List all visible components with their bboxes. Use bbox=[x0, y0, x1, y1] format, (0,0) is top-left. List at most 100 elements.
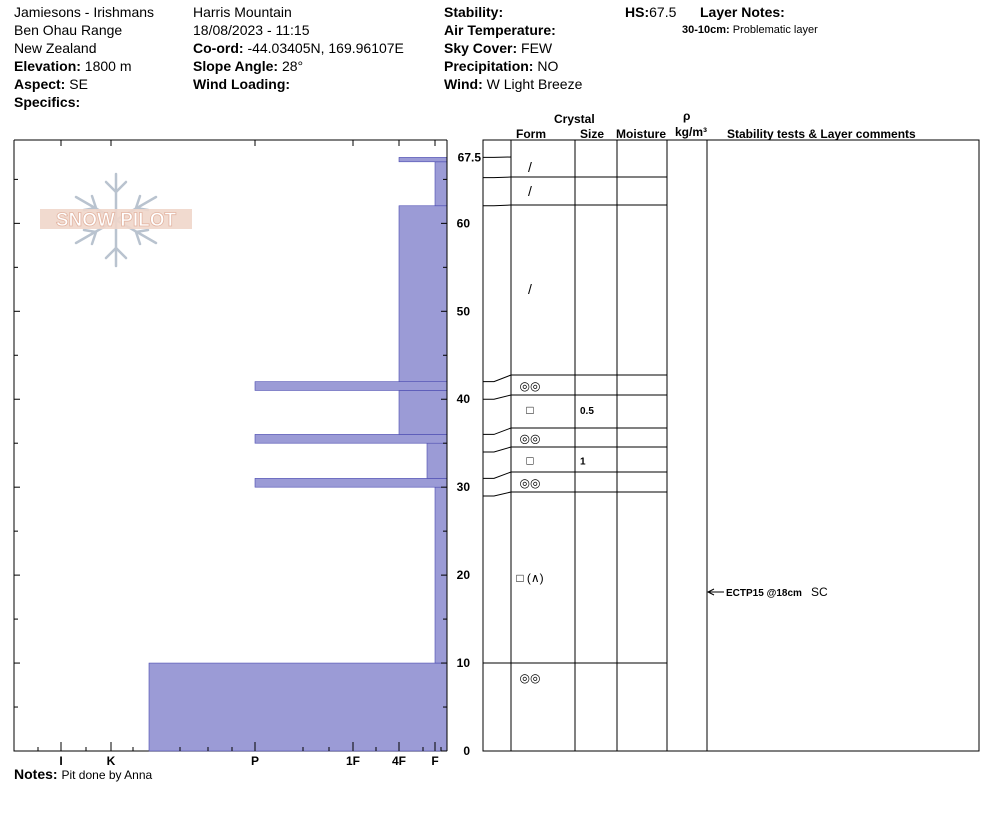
col-rho-header: ρ bbox=[683, 109, 691, 123]
hardness-bar bbox=[398, 157, 448, 163]
slope-label: Slope Angle: bbox=[193, 58, 279, 74]
hardness-tick-label: 4F bbox=[392, 754, 406, 768]
hardness-bar bbox=[254, 381, 448, 391]
wind-loading-label: Wind Loading: bbox=[193, 76, 291, 92]
layer-connector bbox=[483, 446, 512, 453]
hardness-tick-label: I bbox=[59, 754, 62, 768]
col-size-header: Size bbox=[580, 127, 605, 141]
layer-form-glyph: / bbox=[528, 159, 532, 175]
layer-form-glyph: ◎◎ bbox=[520, 671, 541, 685]
depth-top-label: 67.5 bbox=[458, 150, 482, 164]
range-area-line-2: Ben Ohau Range bbox=[14, 22, 123, 38]
range-area-line-1: Jamiesons - Irishmans bbox=[14, 4, 155, 20]
col-comments-header: Stability tests & Layer comments bbox=[727, 127, 916, 141]
test-arrow-head bbox=[706, 588, 715, 596]
elevation-value: 1800 m bbox=[84, 58, 132, 74]
depth-tick-label: 50 bbox=[457, 304, 471, 318]
elevation-row: Elevation: 1800 m bbox=[14, 57, 132, 75]
depth-ticks: 0 10 20 30 40 50 60 67.5 bbox=[14, 150, 481, 758]
layer-rows: / / / ◎◎ □ 0.5 ◎◎ □ 1 ◎◎ □ (∧) ◎◎ bbox=[483, 156, 667, 752]
layer-form-glyph: □ (∧) bbox=[516, 571, 543, 585]
layer-form-glyph: ◎◎ bbox=[520, 379, 541, 393]
layer-note-depth: 30-10cm: bbox=[682, 24, 730, 36]
precip-value: NO bbox=[537, 58, 559, 74]
col-form-header: Form bbox=[516, 127, 546, 141]
observation-datetime: 18/08/2023 - 11:15 bbox=[193, 22, 310, 38]
layer-form-glyph: ◎◎ bbox=[520, 432, 541, 446]
snowpilot-logo: SNOW PILOT bbox=[40, 172, 192, 268]
hs-label: HS: bbox=[625, 4, 650, 20]
hardness-axes bbox=[13, 140, 447, 752]
hardness-tick-label: K bbox=[107, 754, 116, 768]
depth-tick-label: 60 bbox=[457, 216, 471, 230]
hardness-tick-label: P bbox=[251, 754, 259, 768]
layer-size: 1 bbox=[580, 457, 586, 468]
logo-band bbox=[40, 209, 192, 229]
layer-connector bbox=[483, 394, 512, 400]
hs-value: 67.5 bbox=[649, 4, 677, 20]
depth-tick-label: 10 bbox=[457, 656, 471, 670]
sky-value: FEW bbox=[521, 40, 553, 56]
range-area-line-3: New Zealand bbox=[14, 40, 97, 56]
location-name: Harris Mountain bbox=[193, 4, 292, 20]
hardness-ticks: I K P 1F 4F F bbox=[13, 140, 442, 768]
layer-notes-label: Layer Notes: bbox=[700, 4, 785, 20]
layer-connector bbox=[483, 204, 512, 207]
hardness-tick-label: F bbox=[431, 754, 438, 768]
slope-value: 28° bbox=[281, 58, 304, 74]
layer-note-row: 30-10cm: Problematic layer bbox=[682, 23, 818, 37]
wind-row: Wind: W Light Breeze bbox=[444, 75, 582, 93]
hardness-bar bbox=[398, 390, 448, 435]
depth-tick-label: 0 bbox=[463, 744, 470, 758]
layer-form-glyph: ◎◎ bbox=[520, 476, 541, 490]
layer-form-glyph: □ bbox=[526, 403, 533, 417]
layer-form-glyph: / bbox=[528, 281, 532, 297]
air-temp-label: Air Temperature: bbox=[444, 22, 556, 38]
aspect-row: Aspect: SE bbox=[14, 75, 88, 93]
sky-row: Sky Cover: FEW bbox=[444, 39, 552, 57]
layer-connector bbox=[483, 176, 512, 179]
slope-row: Slope Angle: 28° bbox=[193, 57, 303, 75]
wind-value: W Light Breeze bbox=[486, 76, 583, 92]
hardness-bar bbox=[254, 434, 448, 444]
hardness-bar bbox=[426, 442, 448, 479]
test-marks: ECTP15 @18cm SC bbox=[706, 585, 828, 599]
notes-row: Notes: Pit done by Anna bbox=[14, 765, 152, 784]
coord-value: -44.03405N, 169.96107E bbox=[247, 40, 404, 56]
col-crystal-header: Crystal bbox=[554, 112, 595, 126]
precip-label: Precipitation: bbox=[444, 58, 534, 74]
col-density-unit: kg/m³ bbox=[675, 125, 708, 139]
stability-label: Stability: bbox=[444, 4, 504, 20]
test-shear-quality: SC bbox=[811, 585, 828, 599]
layer-form-glyph: □ bbox=[526, 454, 533, 468]
layer-connector bbox=[483, 471, 512, 479]
logo-text: SNOW PILOT bbox=[56, 210, 177, 231]
col-moisture-header: Moisture bbox=[616, 127, 667, 141]
coord-row: Co-ord: -44.03405N, 169.96107E bbox=[193, 39, 404, 57]
layer-form-glyph: / bbox=[528, 183, 532, 199]
layer-note-text: Problematic layer bbox=[732, 24, 818, 36]
layer-table-frame bbox=[482, 139, 980, 752]
notes-text: Pit done by Anna bbox=[61, 768, 153, 782]
layer-connector bbox=[483, 491, 512, 497]
layer-connector bbox=[483, 427, 512, 435]
depth-tick-label: 30 bbox=[457, 480, 471, 494]
specifics-label: Specifics: bbox=[14, 94, 81, 110]
layer-size: 0.5 bbox=[580, 406, 594, 417]
hardness-bars bbox=[148, 157, 448, 752]
hardness-bar bbox=[398, 205, 448, 382]
test-result: ECTP15 @18cm bbox=[726, 588, 802, 599]
notes-label: Notes: bbox=[14, 766, 58, 782]
hardness-tick-label: 1F bbox=[346, 754, 360, 768]
wind-label: Wind: bbox=[444, 76, 483, 92]
elevation-label: Elevation: bbox=[14, 58, 81, 74]
hardness-bar bbox=[254, 478, 448, 488]
hardness-bar bbox=[148, 662, 448, 752]
layer-connector bbox=[483, 374, 512, 383]
sky-label: Sky Cover: bbox=[444, 40, 518, 56]
hardness-bar bbox=[434, 161, 448, 207]
hs-row: HS:67.5 bbox=[625, 3, 676, 21]
depth-tick-label: 20 bbox=[457, 568, 471, 582]
coord-label: Co-ord: bbox=[193, 40, 244, 56]
